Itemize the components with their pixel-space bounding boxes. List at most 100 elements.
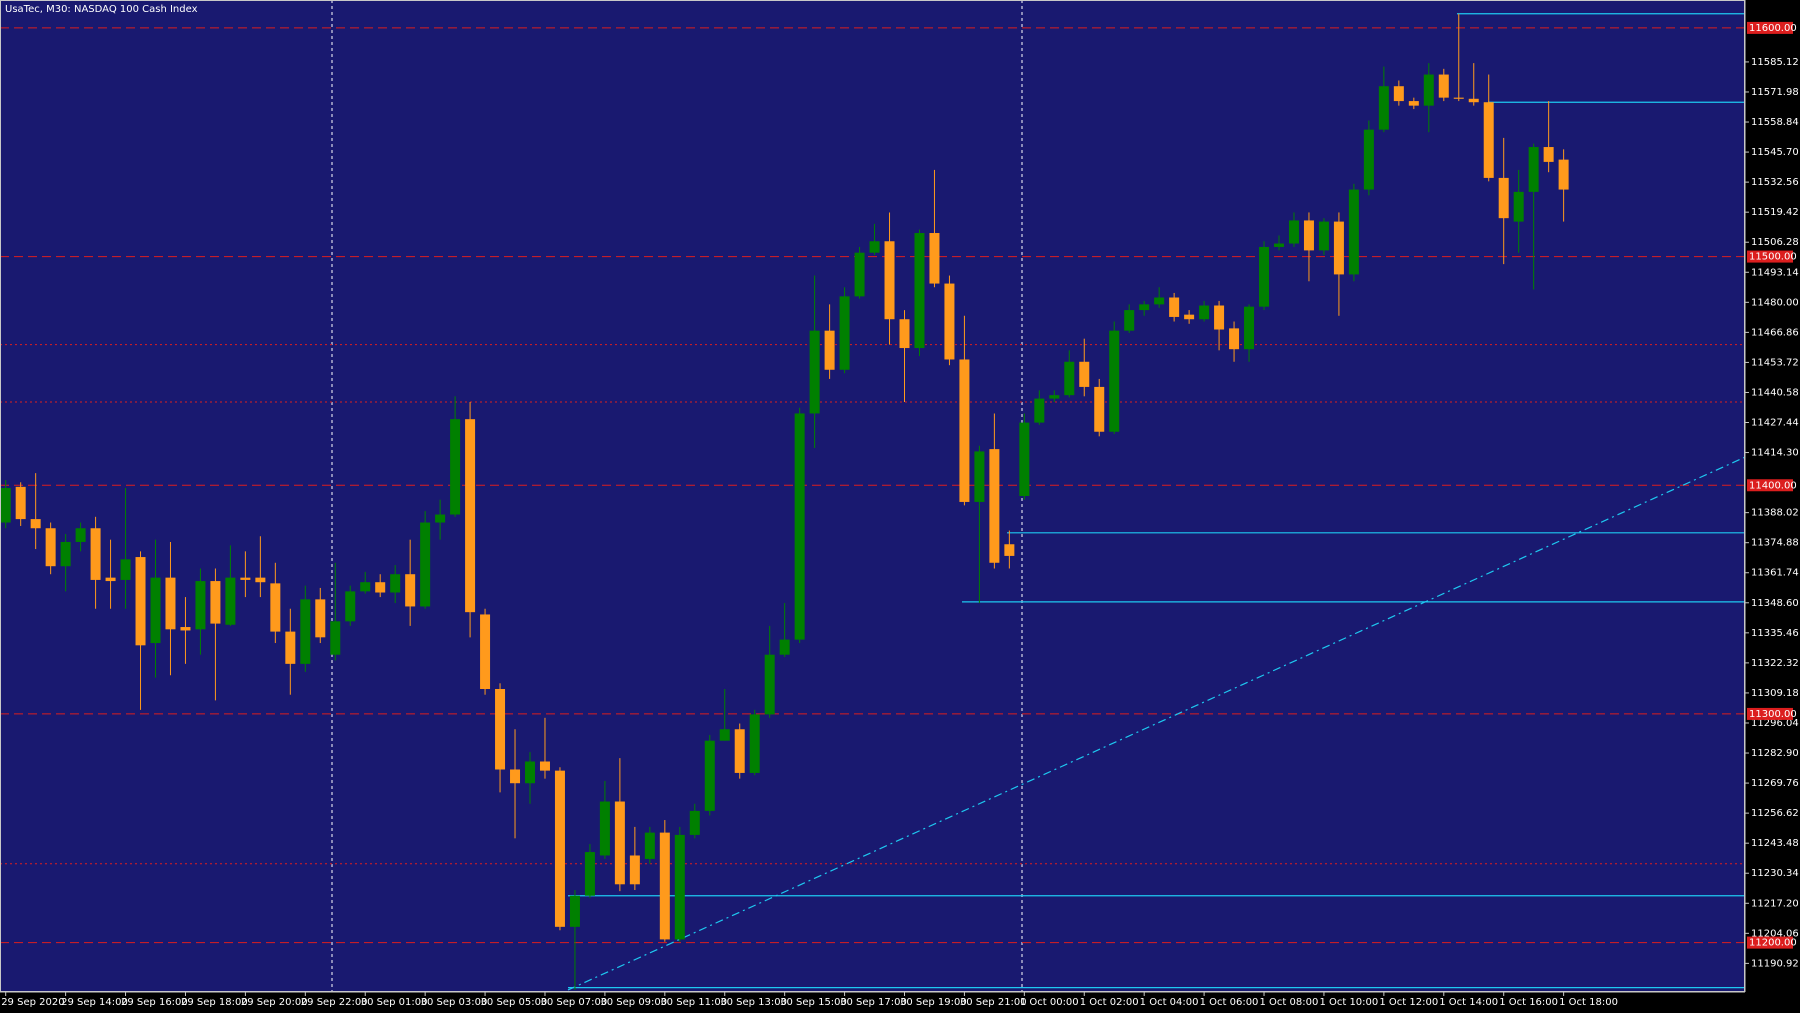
candle-body (120, 559, 131, 580)
candle-body (1513, 191, 1524, 222)
candle-body (1034, 398, 1045, 423)
candle-body (674, 834, 685, 940)
x-tick-label: 30 Sep 03:00 (421, 997, 488, 1008)
candle-body (929, 233, 940, 284)
candle-body (554, 770, 565, 927)
y-tick-label: 11519.42 (1751, 207, 1799, 218)
candle-body (150, 577, 161, 644)
candle-body (794, 413, 805, 640)
y-tick-label: 11230.34 (1751, 868, 1799, 879)
y-tick-label: 11480.00 (1751, 297, 1799, 308)
x-tick-label: 29 Sep 20:00 (241, 997, 308, 1008)
candle-body (510, 769, 521, 784)
candle-body (1214, 305, 1225, 330)
x-tick-label: 30 Sep 17:00 (840, 997, 907, 1008)
y-tick-label: 11558.84 (1751, 117, 1799, 128)
price-level-tag (1747, 21, 1793, 34)
candle-body (330, 621, 341, 655)
candle-body (884, 241, 895, 320)
y-tick-label: 11348.60 (1751, 598, 1799, 609)
candle-body (450, 419, 461, 515)
plot-layers (0, 13, 1746, 991)
candle-body (824, 330, 835, 370)
y-tick-label: 11427.44 (1751, 418, 1799, 429)
price-level-label: 11400.00 (1749, 480, 1797, 491)
candle-body (1558, 159, 1569, 190)
candle-body (315, 599, 326, 638)
candle-body (1363, 129, 1374, 190)
x-tick-label: 30 Sep 07:00 (540, 997, 607, 1008)
candle-body (644, 832, 655, 859)
candle-body (944, 283, 955, 360)
candle-body (1423, 74, 1434, 106)
candle-body (1378, 86, 1389, 130)
candle-body (914, 233, 925, 349)
candle-body (1543, 147, 1554, 162)
x-tick-label: 1 Oct 04:00 (1140, 997, 1199, 1008)
y-tick-label: 11545.70 (1751, 147, 1799, 158)
candle-body (1393, 86, 1404, 102)
candle-body (1109, 330, 1120, 432)
candle-body (390, 574, 401, 593)
candle-body (525, 761, 535, 784)
x-tick-label: 1 Oct 18:00 (1559, 997, 1618, 1008)
candle-body (480, 614, 491, 690)
candle-body (959, 359, 970, 502)
price-level-label: 11200.00 (1749, 938, 1797, 949)
y-tick-label: 11374.88 (1751, 538, 1799, 549)
price-level-label: 11500.00 (1749, 252, 1797, 263)
candle-body (869, 241, 880, 253)
candle-body (1124, 310, 1135, 331)
x-tick-label: 30 Sep 09:00 (600, 997, 667, 1008)
candle-body (539, 761, 550, 771)
candle-body (180, 627, 191, 631)
x-tick-label: 30 Sep 21:00 (960, 997, 1027, 1008)
x-tick-label: 29 Sep 2020 (1, 997, 64, 1008)
x-tick-label: 30 Sep 11:00 (660, 997, 727, 1008)
candle-body (1139, 304, 1150, 311)
price-level-label: 11600.00 (1749, 23, 1797, 34)
candle-body (704, 740, 715, 811)
x-tick-label: 29 Sep 18:00 (181, 997, 248, 1008)
x-tick-label: 1 Oct 00:00 (1020, 997, 1079, 1008)
price-level-label: 11300.00 (1749, 709, 1797, 720)
candle-body (270, 583, 281, 632)
candle-body (659, 832, 670, 940)
candle-body (569, 895, 580, 927)
candle-body (899, 319, 910, 349)
y-tick-label: 11440.58 (1751, 387, 1799, 398)
candle-body (225, 577, 236, 625)
candle-body (1094, 386, 1105, 432)
candle-body (989, 449, 1000, 563)
candle-body (779, 639, 790, 655)
y-tick-label: 11571.98 (1751, 87, 1799, 98)
y-tick-label: 11309.18 (1751, 688, 1799, 699)
x-tick-label: 30 Sep 01:00 (361, 997, 428, 1008)
candle-body (974, 451, 985, 502)
candle-body (0, 487, 11, 523)
candle-body (1498, 177, 1509, 219)
price-level-tag (1747, 479, 1793, 492)
candle-body (734, 729, 745, 773)
candle-body (30, 519, 41, 529)
candle-body (839, 296, 850, 370)
plot-background (0, 0, 1745, 992)
x-tick-label: 1 Oct 10:00 (1319, 997, 1378, 1008)
candle-body (75, 528, 86, 542)
candle-body (764, 654, 775, 715)
price-level-tag (1747, 707, 1793, 720)
candle-body (210, 581, 221, 624)
x-tick-label: 29 Sep 16:00 (121, 997, 188, 1008)
candle-body (1259, 246, 1270, 307)
y-tick-label: 11335.46 (1751, 628, 1799, 639)
candle-body (1528, 147, 1539, 192)
candle-body (1468, 98, 1479, 103)
x-tick-label: 30 Sep 13:00 (720, 997, 787, 1008)
x-tick-label: 30 Sep 05:00 (481, 997, 548, 1008)
candle-body (719, 729, 730, 741)
candle-body (420, 522, 431, 607)
price-level-tag (1747, 936, 1793, 949)
y-tick-label: 11190.92 (1751, 958, 1799, 969)
candle-body (360, 582, 371, 592)
